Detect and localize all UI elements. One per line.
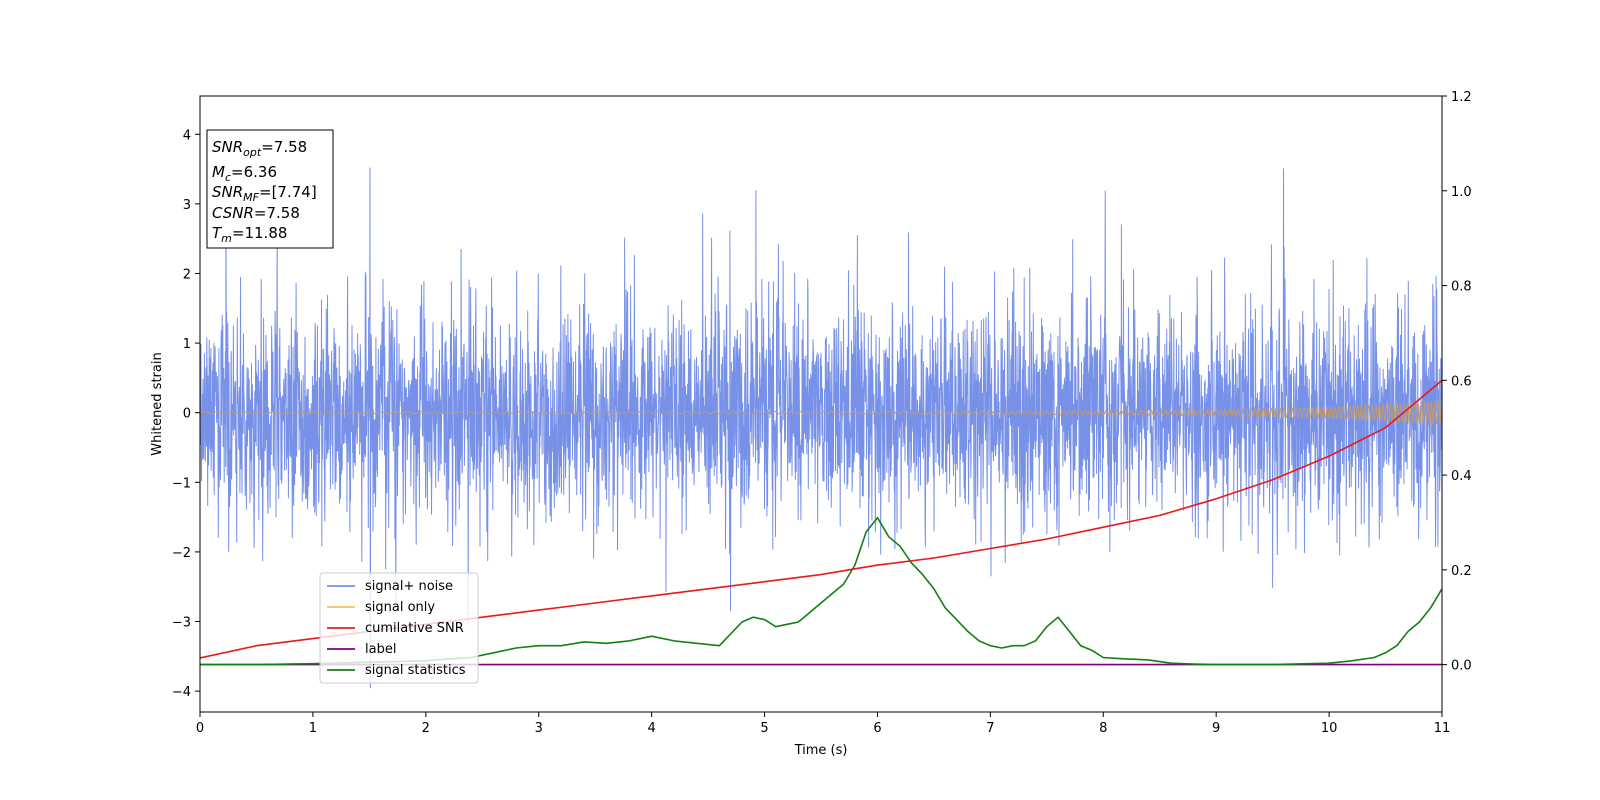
x-tick-label: 2 [422,721,430,736]
y-right-tick-label: 1.0 [1451,185,1472,200]
y-axis-label: Whitened strain [150,352,165,455]
y-right-tick-label: 0.2 [1451,564,1472,579]
signal-statistics-line [200,516,1442,666]
x-tick-label: 4 [647,721,655,736]
x-tick-label: 9 [1212,721,1220,736]
x-axis: 0 1 2 3 4 5 6 7 8 9 10 11 [196,712,1450,736]
y-left-tick-label: −2 [172,546,191,561]
y-axis-left: −4 −3 −2 −1 0 1 2 3 4 [172,128,200,700]
legend-entry: signal statistics [365,663,466,678]
y-right-tick-label: 0.4 [1451,469,1472,484]
y-left-tick-label: 0 [183,407,191,422]
signal-noise-line [200,167,1442,689]
y-left-tick-label: −4 [172,685,191,700]
y-right-tick-label: 0.6 [1451,374,1472,389]
x-tick-label: 6 [873,721,881,736]
legend-entry: cumilative SNR [365,621,464,636]
axes-frame [199,95,1443,713]
y-left-tick-label: −1 [172,476,191,491]
signal-only-line [200,399,1442,426]
y-left-tick-label: 3 [183,198,191,213]
x-tick-label: 8 [1099,721,1107,736]
legend-entry: signal+ noise [365,579,453,594]
x-tick-label: 3 [535,721,543,736]
signal-noise-series [200,167,1442,689]
legend: signal+ noise signal only cumilative SNR la… [319,572,479,684]
x-tick-label: 1 [309,721,317,736]
legend-frame [319,572,479,684]
y-right-tick-label: 0.8 [1451,280,1472,295]
legend-entry: signal only [365,600,435,615]
y-axis-right: 0.0 0.2 0.4 0.6 0.8 1.0 1.2 [1442,90,1472,674]
info-box-line: Tm=11.88 [212,224,287,245]
y-left-tick-label: 1 [183,337,191,352]
x-axis-label: Time (s) [794,743,848,758]
y-left-tick-label: −3 [172,616,191,631]
x-tick-label: 0 [196,721,204,736]
x-tick-label: 11 [1434,721,1451,736]
legend-entry: label [365,642,396,657]
x-tick-label: 7 [986,721,994,736]
info-box-line: CSNR=7.58 [212,204,300,222]
info-box-frame [206,129,334,249]
y-right-tick-label: 1.2 [1451,90,1472,105]
info-box-line: SNRMF=[7.74] [212,183,317,204]
x-tick-label: 5 [760,721,768,736]
y-right-tick-label: 0.0 [1451,659,1472,674]
info-box-line: Mc=6.36 [212,163,277,184]
signal-only-series [200,399,1442,426]
y-left-tick-label: 2 [183,267,191,282]
info-box-line: SNRopt=7.58 [212,138,307,159]
x-tick-label: 10 [1321,721,1338,736]
y-left-tick-label: 4 [183,128,191,143]
